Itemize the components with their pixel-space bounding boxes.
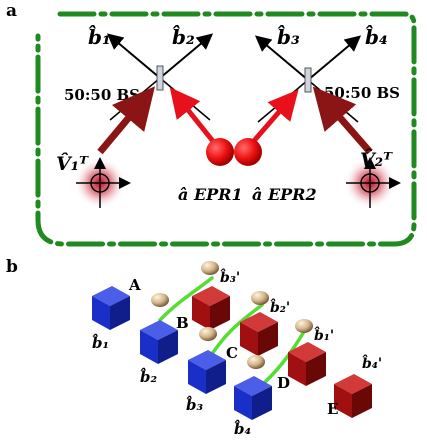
- cube-b1: [92, 286, 130, 330]
- panel-b-label: b: [6, 257, 18, 277]
- output-b4-label: b̂₄: [365, 23, 388, 49]
- panel-a-frame: [35, 11, 417, 247]
- right-beam-splitter: [304, 67, 312, 93]
- panel-a-label: a: [6, 1, 17, 21]
- node-label-b: B: [176, 314, 189, 332]
- epr-left-label: â EPR1: [178, 185, 243, 204]
- right-bs-label: 50:50 BS: [324, 84, 400, 102]
- vacuum-right-label: V̂₂ᵀ: [360, 149, 393, 171]
- cube-b2-prime: [240, 312, 278, 356]
- cube-b2: [140, 320, 178, 364]
- cube-b1-prime: [288, 342, 326, 386]
- vacuum-right-state: [344, 157, 401, 209]
- node-label-e: E: [327, 400, 338, 418]
- mode-b3-label: b̂₃: [186, 395, 204, 414]
- left-bs-label: 50:50 BS: [64, 86, 140, 104]
- mode-b2-label: b̂₂: [140, 367, 158, 386]
- node-label-d: D: [277, 374, 290, 392]
- mode-b4-prime-label: b̂₄': [362, 353, 382, 372]
- mode-b3-prime-label: b̂₃': [220, 267, 240, 286]
- cube-b4: [234, 376, 272, 420]
- entanglement-links: [158, 276, 307, 387]
- epr-source-left-sphere: [206, 138, 234, 166]
- mode-b1-prime-label: b̂₁': [314, 325, 334, 344]
- output-b3-label: b̂₃: [277, 23, 300, 49]
- left-beam-splitter: [156, 65, 164, 91]
- cube-b4-prime: [334, 374, 372, 418]
- vacuum-left-beam: [97, 86, 155, 155]
- mode-b4-label: b̂₄: [234, 419, 251, 438]
- vacuum-right-beam: [312, 86, 373, 155]
- epr-right-label: â EPR2: [252, 185, 317, 204]
- vacuum-left-state: [74, 157, 131, 209]
- output-b2-label: b̂₂: [172, 23, 195, 49]
- epr-source-right-sphere: [234, 138, 262, 166]
- vacuum-left-label: V̂₁ᵀ: [56, 153, 89, 175]
- node-label-c: C: [226, 344, 238, 362]
- entanglement-beads: [151, 261, 313, 369]
- mode-b1-label: b̂₁: [92, 333, 109, 352]
- node-label-a: A: [128, 276, 141, 294]
- output-b1-label: b̂₁: [88, 23, 111, 49]
- cube-b3: [188, 350, 226, 394]
- mode-b2-prime-label: b̂₂': [270, 297, 290, 316]
- cube-b3-prime: [192, 286, 230, 330]
